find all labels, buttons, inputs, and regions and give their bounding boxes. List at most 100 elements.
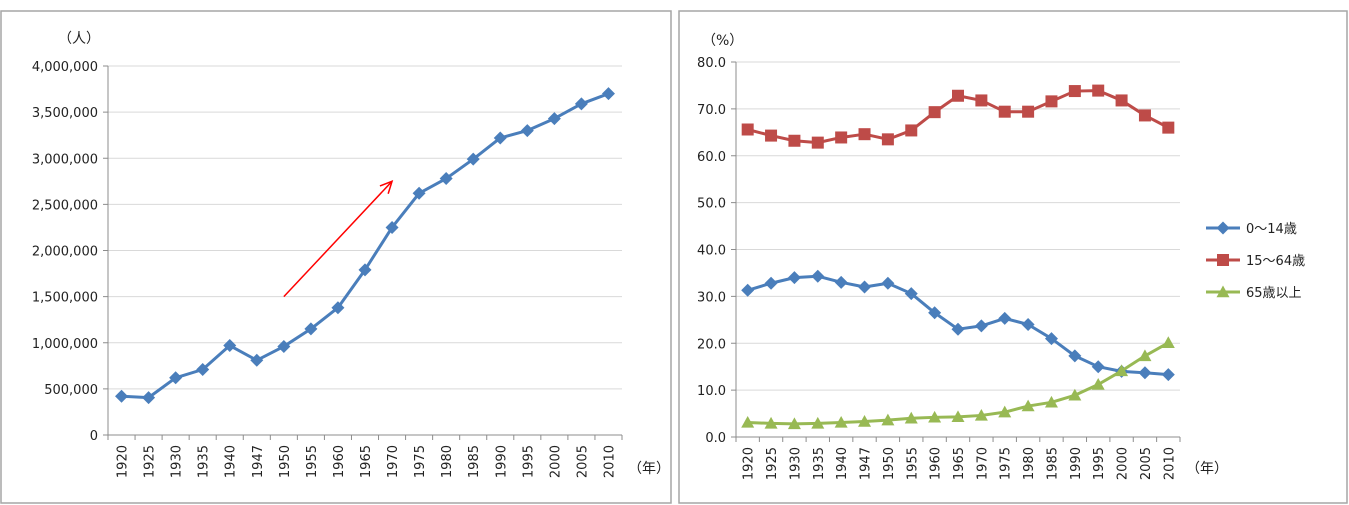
data-point	[1138, 109, 1151, 122]
data-point	[1162, 121, 1175, 134]
data-point	[1068, 85, 1081, 98]
x-tick-label: 1930	[170, 445, 185, 478]
data-point	[277, 339, 291, 353]
data-point	[835, 131, 848, 144]
data-point	[250, 353, 264, 367]
data-point	[928, 410, 942, 423]
y-tick-label: 0	[90, 429, 98, 444]
data-point	[1115, 94, 1128, 107]
data-point	[574, 97, 588, 111]
x-tick-label: 1925	[143, 445, 158, 478]
data-point	[1021, 399, 1035, 412]
data-point	[1161, 336, 1175, 348]
legend-marker	[1216, 285, 1230, 298]
data-point	[811, 269, 825, 283]
data-point	[765, 129, 778, 142]
x-tick-label: 1995	[1092, 447, 1107, 480]
data-point	[904, 287, 918, 301]
x-tick-label: 1947	[251, 445, 266, 478]
legend-marker	[1217, 254, 1229, 266]
x-unit-label: （年）	[1186, 461, 1228, 477]
data-point	[1091, 378, 1105, 390]
y-tick-label: 60.0	[697, 150, 726, 165]
x-tick-label: 1920	[742, 447, 757, 480]
data-point	[928, 306, 942, 320]
data-point	[858, 128, 871, 141]
data-point	[928, 106, 941, 119]
x-tick-label: 1940	[224, 445, 239, 478]
arrow-shaft	[283, 180, 393, 298]
data-point	[466, 152, 480, 166]
data-point	[952, 89, 964, 102]
y-tick-label: 3,000,000	[32, 152, 98, 167]
right-chart-frame	[678, 10, 1348, 504]
data-point	[998, 405, 1012, 418]
x-tick-label: 1965	[359, 445, 374, 478]
data-point	[1021, 318, 1035, 331]
data-point	[787, 417, 801, 430]
x-tick-label: 2000	[548, 445, 563, 478]
data-point	[881, 276, 895, 290]
series-2	[741, 84, 1175, 149]
data-point	[358, 263, 372, 277]
data-point	[881, 413, 895, 426]
data-point	[1138, 366, 1152, 380]
data-point	[811, 416, 825, 429]
legend-item: 65歳以上	[1206, 285, 1302, 301]
data-point	[998, 105, 1011, 118]
data-point	[169, 371, 183, 385]
data-point	[439, 172, 453, 186]
data-point	[412, 186, 426, 200]
x-tick-label: 1995	[521, 445, 536, 478]
x-tick-label: 1980	[440, 445, 455, 478]
y-tick-label: 1,500,000	[32, 291, 98, 306]
x-tick-label: 1980	[1022, 447, 1037, 480]
left-chart-frame	[0, 10, 672, 504]
data-point	[385, 220, 399, 234]
x-tick-label: 1935	[197, 445, 212, 478]
data-point	[1022, 105, 1035, 118]
legend-marker	[1216, 221, 1230, 235]
x-tick-label: 1920	[116, 445, 131, 478]
x-tick-label: 1975	[413, 445, 428, 478]
data-point	[858, 415, 872, 427]
data-point	[304, 322, 318, 336]
data-point	[788, 134, 801, 147]
data-point	[547, 112, 561, 126]
x-tick-label: 1970	[975, 447, 990, 480]
population-chart: 0 500,000 1,000,000 1,500,000 2,000,000 2,500…	[32, 31, 670, 478]
legend-label: 0〜14歳	[1246, 222, 1297, 237]
data-point	[881, 133, 894, 146]
legend-label: 15〜64歳	[1246, 254, 1305, 269]
x-tick-label: 2005	[1139, 447, 1154, 480]
data-point	[1138, 349, 1152, 362]
x-tick-label: 1925	[765, 447, 780, 480]
legend-label: 65歳以上	[1246, 286, 1302, 301]
x-tick-label: 1930	[788, 447, 803, 480]
data-point	[764, 416, 778, 429]
data-point	[974, 408, 988, 421]
data-point	[520, 124, 534, 138]
data-point	[974, 319, 988, 333]
trend-arrow	[283, 180, 394, 298]
data-point	[1044, 332, 1058, 346]
data-point	[223, 339, 237, 353]
data-point	[787, 271, 801, 285]
legend: 0〜14歳 15〜64歳 65歳以上	[1206, 221, 1305, 301]
x-tick-label: 1975	[999, 447, 1014, 480]
data-point	[741, 283, 755, 297]
data-point	[1092, 84, 1105, 97]
arrow-head	[379, 180, 394, 194]
data-point	[115, 389, 129, 403]
x-tick-label: 1935	[812, 447, 827, 480]
data-point	[601, 87, 615, 101]
x-tick-label: 1985	[467, 445, 482, 478]
data-point	[905, 124, 918, 137]
y-tick-label: 50.0	[697, 197, 726, 212]
y-tick-label: 80.0	[697, 56, 726, 71]
x-tick-label: 1955	[305, 445, 320, 478]
data-point	[1068, 349, 1082, 363]
legend-item: 15〜64歳	[1206, 254, 1305, 269]
data-point	[951, 322, 965, 336]
